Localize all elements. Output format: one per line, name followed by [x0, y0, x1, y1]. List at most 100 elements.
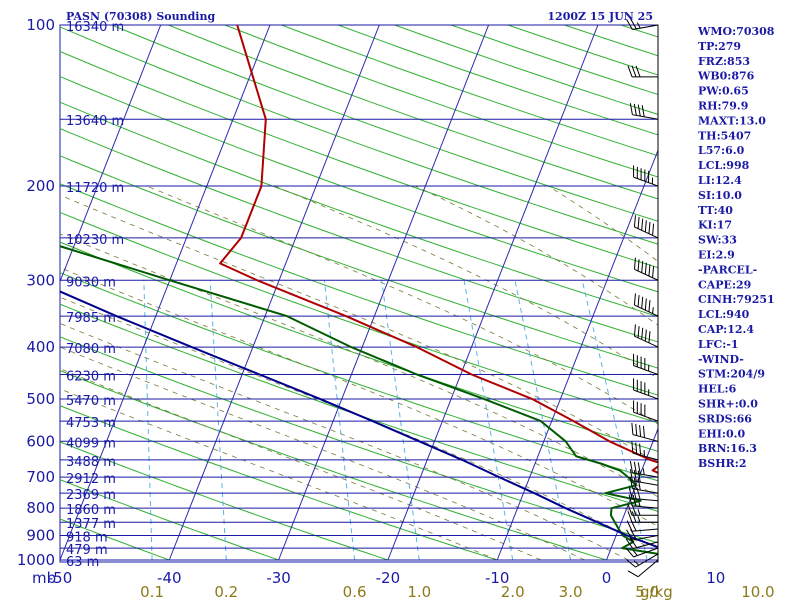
mixing-ratio-tick-label: 3.0 [559, 583, 583, 600]
height-labels: 16340 m 13640 m 11720 m 10230 m 9030 m 7985 m… [66, 20, 124, 570]
isotherm-line [496, 148, 658, 561]
mixing-ratio-tick-label: 0.1 [140, 583, 164, 600]
isobars [60, 24, 658, 563]
mixing-ratio-lines [143, 280, 800, 561]
sounding-index-item: HEL:6 [698, 383, 737, 396]
height-label: 5470 m [66, 394, 116, 409]
wind-barb [627, 559, 659, 578]
pressure-tick-label: 400 [26, 338, 55, 356]
sounding-index-item: CINH:79251 [698, 293, 775, 306]
wind-barb [633, 165, 659, 187]
wind-barb [633, 324, 659, 348]
mixing-ratio-axis-labels: 0.10.20.61.02.03.05.010.020.040.0 [140, 583, 774, 600]
wind-barb [633, 293, 659, 317]
temperature-axis-labels: -50-40-30-20-10010203040 [48, 569, 726, 587]
mixing-ratio-tick-label: 1.0 [407, 583, 431, 600]
wind-barb [633, 353, 659, 375]
mixing-ratio-line [463, 280, 514, 561]
mixing-ratio-tick-label: 5.0 [635, 583, 659, 600]
sounding-index-item: BRN:16.3 [698, 442, 757, 455]
height-label: 10230 m [66, 233, 124, 248]
mixing-ratio-line [143, 280, 153, 561]
sounding-index-item: TT:40 [698, 204, 733, 217]
sounding-index-item: SRDS:66 [698, 412, 752, 425]
sounding-index-item: CAPE:29 [698, 278, 751, 291]
wind-barb [627, 65, 658, 78]
height-label: 2912 m [66, 472, 116, 487]
height-label: 1377 m [66, 517, 116, 532]
sounding-index-item: STM:204/9 [698, 368, 765, 381]
wind-barb [633, 257, 659, 281]
wind-barb [628, 494, 659, 509]
wind-barb [629, 477, 659, 494]
pressure-tick-label: 500 [26, 390, 55, 408]
height-label: 918 m [66, 531, 108, 546]
pressure-tick-label: 1000 [17, 551, 55, 569]
height-label: 9030 m [66, 275, 116, 290]
sounding-index-item: KI:17 [698, 219, 732, 232]
mixing-ratio-line [323, 280, 356, 561]
temperature-profile-line [219, 25, 658, 474]
temperature-tick-label: 10 [706, 569, 725, 587]
x-axis-unit: mb [32, 569, 56, 587]
sounding-index-item: LCL:940 [698, 308, 750, 321]
mixing-ratio-unit: g/kg [640, 583, 673, 600]
sounding-index-item: RH:79.9 [698, 100, 748, 113]
sounding-index-item: LI:12.4 [698, 174, 742, 187]
mixing-ratio-line [581, 280, 648, 561]
sounding-index-item: WMO:70308 [697, 25, 775, 38]
sounding-index-item: TP:279 [698, 40, 741, 53]
sounding-index-item: FRZ:853 [698, 55, 750, 68]
mixing-ratio-line [209, 280, 227, 561]
parcel-profile-line [60, 290, 658, 549]
wind-barb [629, 469, 659, 486]
pressure-tick-label: 100 [26, 16, 55, 34]
pressure-tick-label: 200 [26, 177, 55, 195]
moist-adiabat-line [60, 368, 542, 561]
dry-adiabat-line [791, 25, 800, 560]
wind-barb [631, 422, 659, 442]
moist-adiabat-line [60, 267, 658, 527]
height-label: 6230 m [66, 369, 116, 384]
wind-barb [633, 400, 659, 422]
wind-barb [629, 460, 659, 478]
sounding-index-item: LCL:998 [698, 159, 750, 172]
sounding-index-item: TH:5407 [698, 129, 751, 142]
pressure-tick-label: 800 [26, 499, 55, 517]
sounding-index-item: -WIND- [698, 353, 744, 366]
wind-barbs [625, 18, 659, 578]
sounding-index-item: WB0:876 [697, 70, 755, 83]
moist-adiabat-line [60, 233, 658, 498]
mixing-ratio-line [782, 280, 800, 560]
temperature-tick-label: -40 [157, 569, 182, 587]
sounding-indices-panel: WMO:70308 TP:279 FRZ:853 WB0:876 PW:0.65 RH:7… [697, 25, 775, 470]
wind-barb [625, 537, 659, 550]
isotherm-line [278, 25, 490, 561]
height-label: 16340 m [66, 20, 124, 35]
mixing-ratio-tick-label: 10.0 [741, 583, 774, 600]
pressure-tick-label: 600 [26, 432, 55, 450]
mixing-ratio-line [514, 280, 572, 561]
height-label: 7080 m [66, 342, 116, 357]
pressure-tick-label: 700 [26, 468, 55, 486]
temperature-tick-label: -30 [266, 569, 291, 587]
plot-background [59, 24, 659, 563]
mixing-ratio-tick-label: 0.2 [214, 583, 238, 600]
sounding-index-item: CAP:12.4 [698, 323, 754, 336]
height-label: 13640 m [66, 114, 124, 129]
isotherm-line [606, 427, 658, 561]
isotherm-line [60, 25, 162, 283]
height-label: 11720 m [66, 181, 124, 196]
sounding-index-item: SHR+:0.0 [698, 398, 758, 411]
sounding-index-item: MAXT:13.0 [698, 114, 766, 127]
pressure-tick-label: 900 [26, 527, 55, 545]
height-label: 63 m [66, 555, 99, 570]
isotherm-line [387, 25, 599, 561]
sounding-index-item: PW:0.65 [698, 85, 749, 98]
mixing-ratio-line [381, 280, 420, 561]
temperature-tick-label: -20 [376, 569, 401, 587]
sounding-index-item: L57:6.0 [698, 144, 745, 157]
sounding-index-item: SI:10.0 [698, 189, 742, 202]
sounding-profiles [60, 25, 658, 555]
